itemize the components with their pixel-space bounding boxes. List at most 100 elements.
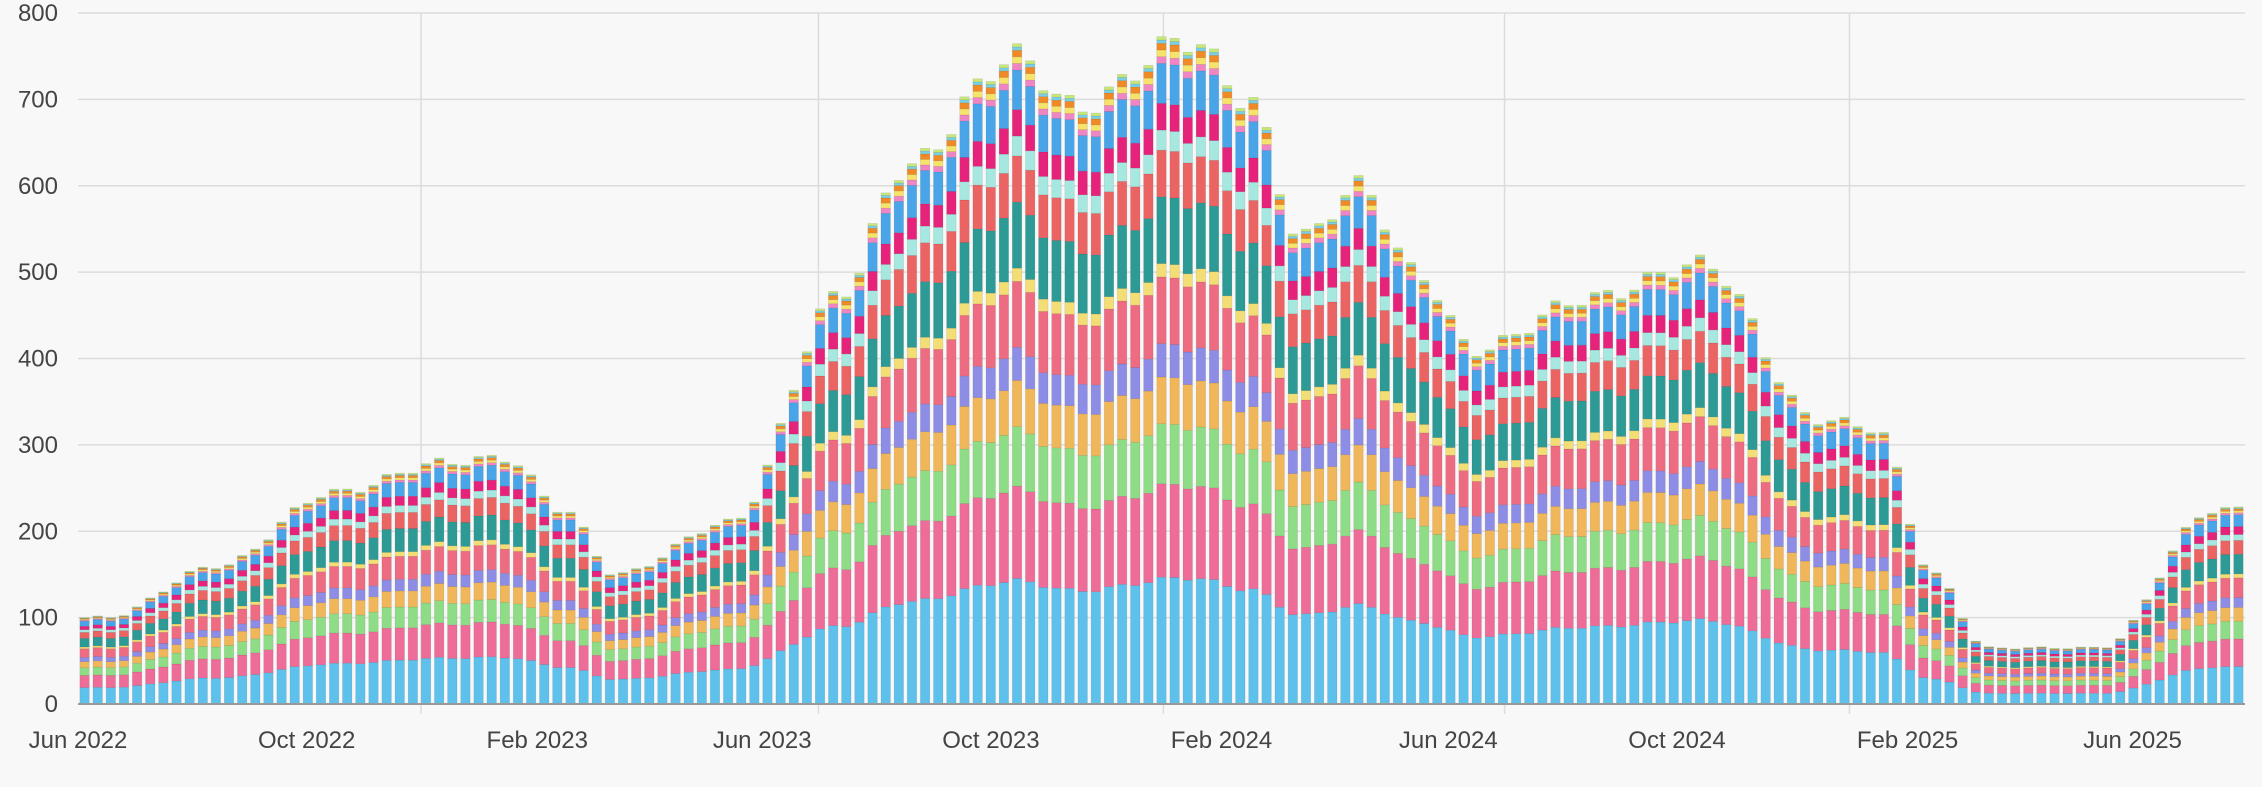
- bar-segment: [1064, 94, 1075, 99]
- bar-segment: [1878, 652, 1889, 705]
- bar-segment: [933, 432, 944, 472]
- bar-segment: [578, 608, 589, 618]
- bar-segment: [368, 484, 379, 487]
- bar-segment: [460, 624, 471, 659]
- bar-segment: [1826, 468, 1837, 489]
- bar-segment: [1471, 474, 1482, 482]
- bar-segment: [2180, 556, 2191, 570]
- bar-segment: [237, 654, 248, 677]
- bar-segment: [394, 472, 405, 475]
- bar-segment: [1274, 535, 1285, 608]
- bar-segment: [1589, 502, 1600, 532]
- bar-segment: [972, 184, 983, 230]
- bar-segment: [1734, 482, 1745, 504]
- bar-segment: [1655, 280, 1666, 286]
- bar-segment: [1327, 267, 1338, 288]
- bar-segment: [985, 81, 996, 85]
- bar-segment: [2088, 679, 2099, 686]
- bar-segment: [2036, 652, 2047, 656]
- bar-segment: [1603, 306, 1614, 332]
- bar-segment: [1064, 241, 1075, 303]
- bar-segment: [841, 312, 852, 338]
- bar-segment: [499, 543, 510, 550]
- bar-segment: [1589, 530, 1600, 569]
- bar-segment: [1681, 325, 1692, 340]
- bar-segment: [1353, 249, 1364, 266]
- bar-segment: [1983, 660, 1994, 667]
- bar-segment: [867, 386, 878, 397]
- bar-segment: [1379, 234, 1390, 240]
- bar-segment: [1235, 590, 1246, 705]
- bar-segment: [394, 482, 405, 497]
- bar-segment: [841, 337, 852, 355]
- bar-segment: [132, 620, 143, 624]
- bar-segment: [788, 393, 799, 397]
- bar-segment: [1839, 456, 1850, 467]
- bar-segment: [933, 282, 944, 339]
- bar-segment: [1261, 132, 1272, 140]
- bar-segment: [1182, 55, 1193, 59]
- bar-segment: [1865, 614, 1876, 653]
- bar-segment: [1721, 285, 1732, 289]
- bar-segment: [2167, 605, 2178, 622]
- bar-segment: [2049, 685, 2060, 694]
- bar-segment: [250, 575, 261, 587]
- bar-segment: [263, 623, 274, 636]
- bar-segment: [263, 539, 274, 541]
- bar-segment: [342, 662, 353, 705]
- bar-segment: [447, 487, 458, 499]
- bar-segment: [552, 600, 563, 611]
- bar-segment: [1117, 181, 1128, 226]
- bar-segment: [1274, 214, 1285, 246]
- bar-segment: [696, 534, 707, 538]
- bar-segment: [1392, 402, 1403, 413]
- bar-segment: [2194, 612, 2205, 627]
- bar-segment: [1603, 331, 1614, 349]
- bar-segment: [355, 589, 366, 601]
- bar-segment: [1090, 313, 1101, 327]
- bar-segment: [1235, 209, 1246, 252]
- bar-segment: [696, 540, 707, 551]
- bar-segment: [184, 647, 195, 661]
- bar-segment: [828, 530, 839, 569]
- bar-segment: [1891, 625, 1902, 660]
- bar-segment: [985, 168, 996, 188]
- bar-segment: [893, 232, 904, 255]
- bar-segment: [828, 480, 839, 503]
- bar-segment: [315, 567, 326, 573]
- bar-segment: [723, 544, 734, 551]
- bar-segment: [434, 583, 445, 601]
- bar-segment: [1681, 308, 1692, 327]
- bar-segment: [985, 99, 996, 107]
- bar-segment: [302, 502, 313, 505]
- bar-segment: [933, 348, 944, 405]
- bar-segment: [1694, 330, 1705, 363]
- bar-segment: [1708, 560, 1719, 622]
- bar-segment: [302, 536, 313, 552]
- bar-segment: [486, 464, 497, 481]
- bar-segment: [854, 277, 865, 283]
- y-tick-label: 800: [18, 0, 58, 27]
- bar-segment: [1012, 380, 1023, 427]
- bar-segment: [1432, 316, 1443, 342]
- bar-segment: [1406, 557, 1417, 621]
- bar-segment: [394, 477, 405, 481]
- bar-segment: [499, 585, 510, 603]
- bar-segment: [1576, 627, 1587, 705]
- bar-segment: [841, 569, 852, 627]
- bar-segment: [1287, 299, 1298, 315]
- bar-segment: [1944, 629, 1955, 642]
- bar-segment: [1905, 606, 1916, 617]
- bar-segment: [985, 105, 996, 144]
- bar-segment: [591, 576, 602, 582]
- bar-segment: [1826, 431, 1837, 450]
- bar-segment: [1813, 519, 1824, 526]
- bar-segment: [906, 217, 917, 240]
- bar-segment: [1576, 320, 1587, 346]
- bar-segment: [1760, 416, 1771, 441]
- bar-segment: [1629, 625, 1640, 705]
- bar-segment: [1432, 308, 1443, 313]
- bar-segment: [1511, 422, 1522, 461]
- bar-segment: [184, 678, 195, 705]
- bar-segment: [1379, 343, 1390, 392]
